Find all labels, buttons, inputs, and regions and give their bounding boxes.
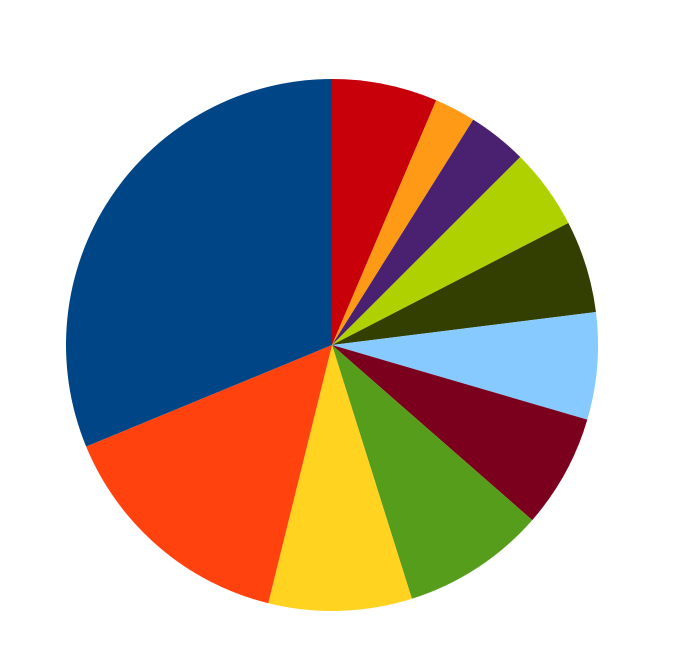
pie-slice <box>332 345 533 599</box>
pie-slice <box>332 79 437 345</box>
pie-slice <box>65 79 333 447</box>
pie-slice <box>332 100 474 345</box>
pie-slice <box>332 157 569 345</box>
pie-slice <box>332 223 596 345</box>
pie-slice <box>332 345 588 521</box>
pie-slice <box>332 119 521 345</box>
pie-slice <box>332 312 598 420</box>
pie-slice <box>268 345 412 612</box>
pie-slice <box>86 345 332 604</box>
